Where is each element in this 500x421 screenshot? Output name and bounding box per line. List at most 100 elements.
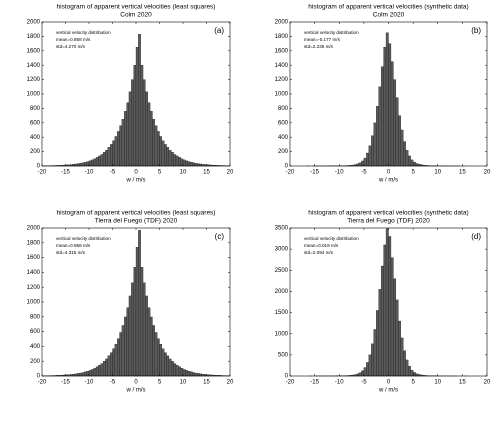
bar: [145, 295, 148, 377]
bar: [117, 338, 120, 377]
bar: [135, 47, 139, 167]
bar: [91, 159, 94, 167]
x-tick-label: 10: [180, 380, 187, 386]
bar: [74, 373, 78, 377]
bar: [398, 115, 401, 167]
y-tick-label: 1000: [27, 300, 41, 306]
y-tick-label: 1800: [27, 34, 41, 40]
x-tick-label: -20: [286, 170, 295, 176]
bar: [133, 65, 137, 167]
bar: [84, 162, 87, 167]
x-tick-label: 5: [411, 380, 415, 386]
bar: [393, 79, 397, 167]
bar: [114, 136, 118, 167]
chart-subtitle: Tierra del Fuego (TDF) 2020: [95, 218, 178, 225]
bar: [81, 162, 85, 167]
bar: [77, 373, 80, 377]
bar: [192, 162, 195, 167]
x-tick-label: -5: [361, 380, 367, 386]
x-tick-label: -15: [61, 380, 70, 386]
bar: [196, 373, 200, 377]
y-tick-label: 1600: [275, 48, 289, 54]
bar: [373, 122, 377, 167]
x-tick-label: 5: [411, 170, 415, 176]
bar: [86, 161, 90, 167]
bar: [124, 316, 127, 377]
y-tick-label: 200: [30, 149, 41, 155]
chart-title: histogram of apparent vertical velocitie…: [57, 210, 216, 217]
bar: [126, 102, 130, 167]
bar: [86, 371, 90, 377]
x-tick-label: -5: [110, 170, 116, 176]
bar: [84, 371, 87, 377]
bar: [128, 91, 132, 167]
bar: [95, 157, 99, 167]
x-tick-label: 20: [227, 380, 234, 386]
y-tick-label: 0: [285, 374, 289, 380]
bar: [363, 157, 367, 167]
bar: [159, 136, 162, 167]
panel-label: (b): [471, 26, 481, 35]
bar: [196, 163, 200, 167]
x-tick-label: 20: [227, 170, 234, 176]
bar: [390, 257, 394, 377]
x-tick-label: -15: [61, 170, 70, 176]
x-tick-label: -10: [85, 380, 94, 386]
bar: [376, 310, 379, 377]
bar: [112, 140, 115, 167]
y-tick-label: 2000: [275, 20, 289, 26]
bar: [145, 91, 148, 167]
y-tick-label: 0: [37, 374, 41, 380]
bar: [98, 364, 101, 377]
bar: [358, 162, 362, 167]
bar: [371, 343, 374, 377]
bar: [378, 289, 382, 377]
bar: [366, 362, 369, 377]
bar: [378, 86, 382, 167]
x-tick-label: 5: [158, 380, 162, 386]
y-tick-label: 2000: [27, 226, 41, 232]
bar: [110, 144, 113, 167]
bar: [412, 161, 416, 167]
bar: [371, 135, 374, 167]
y-tick-label: 1400: [27, 270, 41, 276]
bar: [121, 325, 125, 377]
bar: [154, 332, 158, 377]
y-tick-label: 2500: [275, 268, 289, 274]
bar: [159, 344, 162, 377]
x-axis-label: w / m/s: [378, 178, 398, 184]
bar: [131, 79, 134, 167]
panel-label: (d): [471, 232, 481, 241]
bar: [93, 368, 97, 377]
bar: [135, 247, 139, 377]
bar: [156, 338, 160, 377]
bar: [178, 157, 181, 167]
x-tick-label: 0: [387, 170, 391, 176]
bar: [412, 372, 416, 377]
bar: [105, 150, 108, 167]
bar: [88, 370, 92, 377]
bar: [368, 145, 372, 167]
y-tick-label: 600: [30, 329, 41, 335]
bar: [194, 163, 198, 167]
y-tick-label: 400: [278, 135, 289, 141]
bar: [393, 278, 397, 377]
x-axis-label: w / m/s: [378, 388, 398, 394]
y-tick-label: 1200: [275, 77, 289, 83]
bar: [107, 147, 111, 167]
bar: [376, 106, 379, 167]
bar: [110, 352, 113, 377]
y-tick-label: 1500: [275, 310, 289, 316]
bar: [93, 158, 97, 167]
x-tick-label: -20: [38, 170, 47, 176]
bar: [175, 364, 179, 377]
x-tick-label: 15: [203, 170, 210, 176]
x-tick-label: 10: [434, 170, 441, 176]
bar: [185, 370, 188, 377]
bar: [124, 111, 127, 167]
bar: [408, 155, 411, 167]
bar: [390, 61, 394, 167]
x-tick-label: 15: [203, 380, 210, 386]
x-tick-label: -20: [38, 380, 47, 386]
panel-label: (a): [214, 26, 224, 35]
